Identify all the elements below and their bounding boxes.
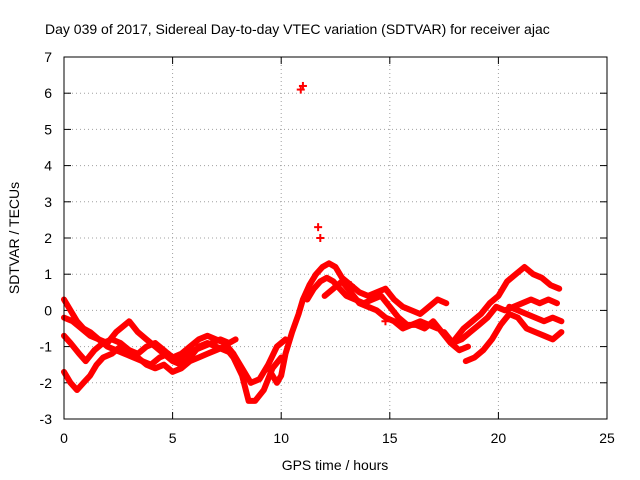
y-tick-label: -2 [40, 375, 53, 391]
y-tick-label: 5 [44, 121, 52, 137]
series-track-5 [267, 260, 450, 386]
series-track-11 [506, 303, 565, 325]
y-tick-label: -3 [40, 411, 53, 427]
outlier-point [381, 317, 390, 326]
outlier-point [314, 223, 323, 232]
x-tick-label: 15 [382, 430, 398, 446]
outlier-group [296, 81, 390, 326]
x-tick-labels: 0 5 10 15 20 25 [60, 430, 615, 446]
y-tick-label: 3 [44, 194, 52, 210]
y-tick-label: 1 [44, 266, 52, 282]
x-tick-label: 5 [169, 430, 177, 446]
outlier-point [316, 234, 325, 242]
x-tick-label: 25 [599, 430, 615, 446]
y-tick-labels: -3 -2 -1 0 1 2 3 4 5 6 7 [40, 49, 53, 427]
y-tick-label: 0 [44, 302, 52, 318]
series-track-7 [321, 278, 441, 332]
x-tick-label: 10 [273, 430, 289, 446]
y-tick-label: 6 [44, 85, 52, 101]
chart-title: Day 039 of 2017, Sidereal Day-to-day VTE… [45, 21, 550, 37]
y-tick-label: 7 [44, 49, 52, 65]
y-tick-label: -1 [40, 339, 53, 355]
series-track-8 [452, 264, 563, 343]
series-group [61, 260, 565, 404]
plot-frame [63, 56, 608, 420]
series-track-4 [61, 332, 289, 386]
series-track-3 [61, 343, 285, 404]
series-track-10 [462, 311, 565, 365]
series-track-9 [441, 296, 560, 346]
y-tick-label: 4 [44, 158, 52, 174]
outlier-point [298, 81, 307, 90]
series-track-2 [61, 314, 237, 368]
y-tick-label: 2 [44, 230, 52, 246]
outlier-point [346, 281, 355, 290]
x-tick-label: 20 [491, 430, 507, 446]
y-axis-label: SDTVAR / TECUs [6, 182, 22, 294]
x-axis-label: GPS time / hours [282, 457, 389, 473]
x-tick-label: 0 [60, 430, 68, 446]
